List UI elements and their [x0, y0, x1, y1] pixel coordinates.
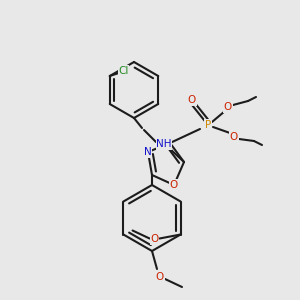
Text: O: O [156, 272, 164, 282]
Text: Cl: Cl [118, 66, 129, 76]
Text: O: O [170, 180, 178, 190]
Text: O: O [151, 235, 159, 244]
Text: O: O [224, 102, 232, 112]
Text: N: N [144, 147, 152, 157]
Text: O: O [230, 132, 238, 142]
Text: NH: NH [156, 139, 172, 149]
Text: P: P [205, 120, 211, 130]
Text: O: O [188, 95, 196, 105]
